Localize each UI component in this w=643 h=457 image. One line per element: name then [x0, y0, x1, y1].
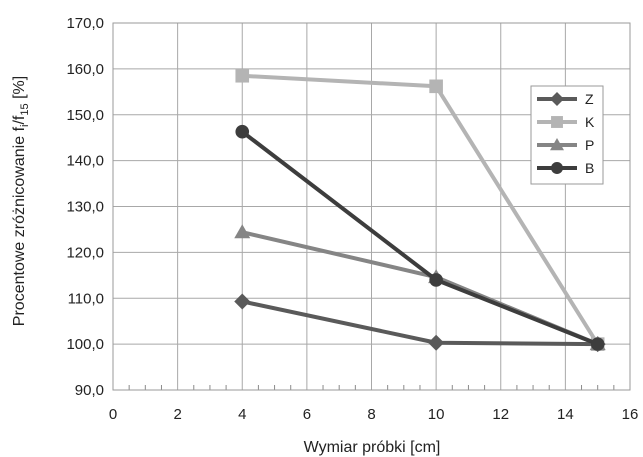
x-tick-label-4: 8 — [367, 406, 375, 423]
data-point-B-1 — [429, 273, 443, 287]
y-tick-label-4: 130,0 — [66, 199, 104, 216]
y-axis-tick-labels: 90,0 100,0 110,0 120,0 130,0 140,0 150,0 160,0 1… — [66, 15, 104, 399]
y-axis-title: Procentowe zróżnicowanie fi/f15 [%] — [11, 76, 31, 326]
y-tick-label-0: 90,0 — [75, 382, 104, 399]
x-axis-title: Wymiar próbki [cm] — [304, 439, 441, 456]
x-axis-tick-labels: 0 2 4 6 8 10 12 14 16 — [109, 406, 639, 423]
y-tick-label-5: 140,0 — [66, 153, 104, 170]
y-tick-label-6: 150,0 — [66, 107, 104, 124]
y-tick-label-3: 120,0 — [66, 244, 104, 261]
legend-marker-P — [550, 138, 564, 151]
y-axis-title-suffix: [%] — [11, 76, 28, 104]
x-tick-label-2: 4 — [238, 406, 246, 423]
x-tick-label-5: 10 — [428, 406, 445, 423]
legend-marker-Z — [550, 92, 564, 106]
series-B — [235, 124, 605, 351]
y-axis-title-sub1: i — [19, 125, 31, 127]
legend-label-P: P — [585, 137, 594, 153]
x-tick-label-7: 14 — [557, 406, 574, 423]
y-tick-label-1: 100,0 — [66, 336, 104, 353]
minor-ticks — [128, 385, 615, 390]
legend-label-K: K — [585, 114, 595, 130]
series-layer — [234, 68, 606, 353]
x-tick-label-0: 0 — [109, 406, 117, 423]
data-point-Z-0 — [234, 293, 251, 310]
data-point-B-0 — [235, 124, 250, 139]
y-tick-label-7: 160,0 — [66, 61, 104, 78]
legend-label-Z: Z — [585, 91, 594, 107]
y-tick-label-8: 170,0 — [66, 15, 104, 32]
data-point-K-1 — [429, 79, 443, 94]
data-point-P-0 — [234, 224, 251, 239]
data-point-B-2 — [590, 337, 605, 351]
x-tick-label-3: 6 — [303, 406, 311, 423]
x-tick-label-1: 2 — [173, 406, 181, 423]
legend-label-B: B — [585, 160, 594, 176]
y-axis-title-prefix: Procentowe zróżnicowanie f — [11, 126, 28, 326]
y-axis-title-sub2: 15 — [19, 103, 31, 115]
x-tick-label-8: 16 — [622, 406, 639, 423]
plot-area-frame — [112, 22, 631, 391]
x-tick-label-6: 12 — [492, 406, 509, 423]
legend-marker-B — [551, 162, 563, 174]
legend-marker-K — [551, 116, 563, 128]
y-tick-label-2: 110,0 — [68, 290, 104, 307]
y-axis-title-mid: /f — [11, 115, 28, 124]
data-point-Z-1 — [428, 334, 445, 351]
data-point-K-0 — [235, 68, 250, 83]
